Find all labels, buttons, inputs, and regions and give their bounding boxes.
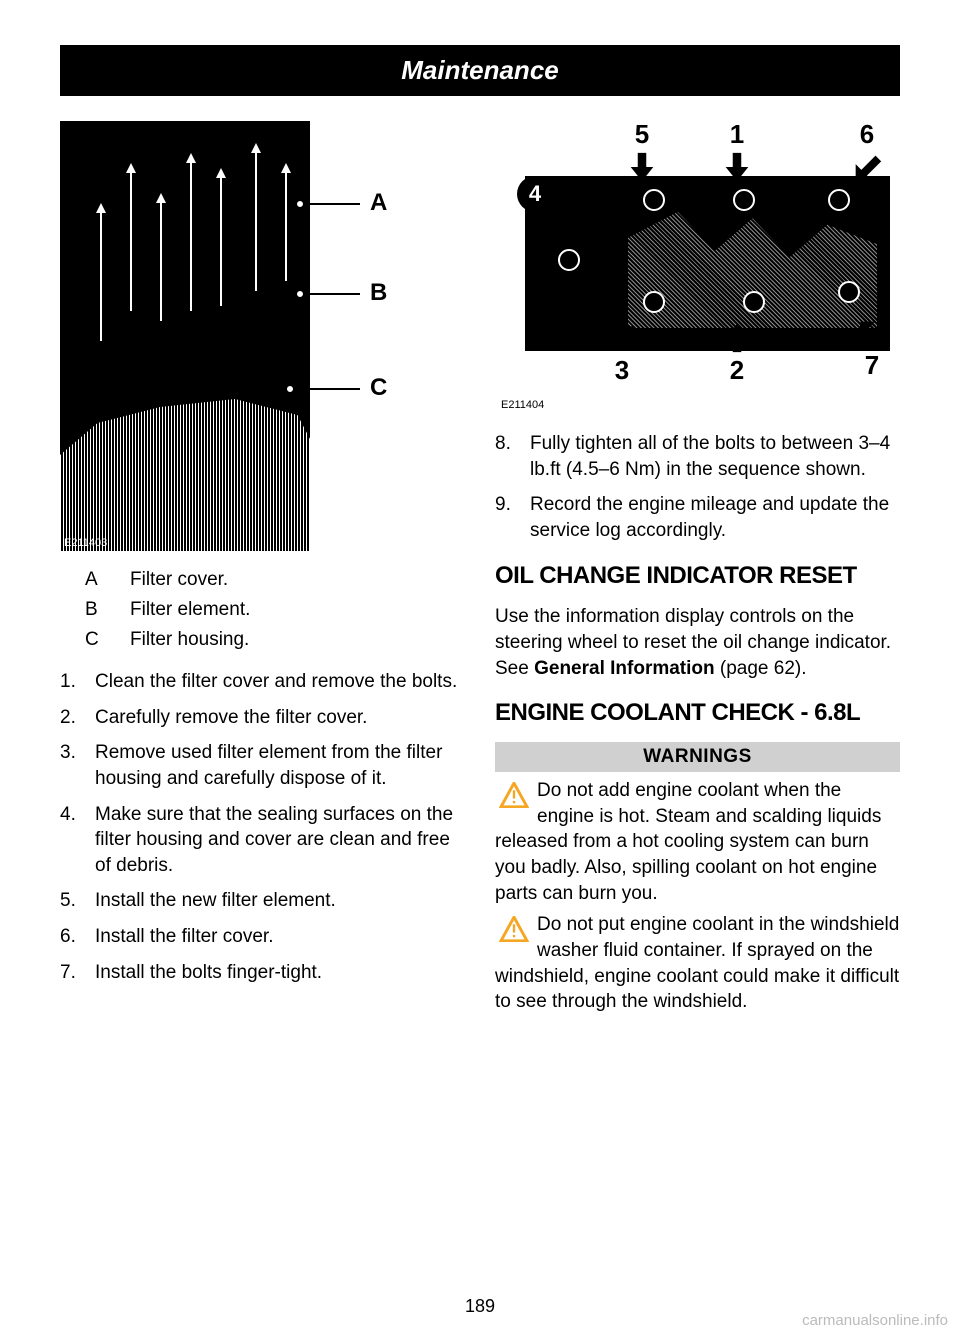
section-heading-coolant: ENGINE COOLANT CHECK - 6.8L: [495, 699, 900, 728]
sequence-2: 2: [720, 321, 754, 386]
page: Maintenance E211403 A: [0, 0, 960, 1337]
step-item: Install the bolts finger-tight.: [60, 960, 465, 986]
arrow-icon: [190, 161, 192, 311]
sequence-6: 6: [850, 119, 884, 184]
sequence-number: 5: [635, 119, 649, 150]
content-columns: E211403 A B C A Filter cover.: [60, 121, 900, 1276]
bolt-icon: [643, 291, 665, 313]
legend-value: Filter cover.: [130, 569, 228, 591]
step-item: Install the new filter element.: [60, 888, 465, 914]
step-item: Make sure that the sealing surfaces on t…: [60, 802, 465, 879]
callout-line: [295, 388, 360, 390]
bolt-icon: [838, 281, 860, 303]
watermark: carmanualsonline.info: [802, 1312, 948, 1329]
legend-key: A: [85, 569, 130, 591]
arrow-icon: [220, 176, 222, 306]
sequence-number: 1: [730, 119, 744, 150]
callout-line: [305, 203, 360, 205]
warning-triangle-icon: [499, 916, 529, 942]
page-number: 189: [60, 1296, 900, 1317]
figure-bolt-sequence: 1 5 6 4 3: [495, 121, 895, 411]
warning-text: Do not put engine coolant in the windshi…: [495, 914, 899, 1012]
arrow-icon: [255, 151, 257, 291]
callout-b-label: B: [370, 279, 387, 307]
step-item: Clean the filter cover and remove the bo…: [60, 669, 465, 695]
sequence-1: 1: [720, 119, 754, 184]
step-item: Remove used filter element from the filt…: [60, 740, 465, 791]
figure1-caption: E211403: [64, 537, 107, 549]
arrow-down-icon: [525, 216, 555, 246]
arrow-icon: [130, 171, 132, 311]
callout-dot: [285, 384, 295, 394]
callout-dot: [295, 289, 305, 299]
sequence-7: 7: [855, 316, 889, 381]
arrow-down-icon: [720, 150, 754, 184]
sequence-number: 7: [865, 350, 879, 381]
sequence-number: 2: [730, 355, 744, 386]
sequence-number: 6: [860, 119, 874, 150]
filter-housing-graphic: [60, 391, 310, 551]
procedure-steps-left: Clean the filter cover and remove the bo…: [60, 669, 465, 985]
section1-text-bold: General Information: [534, 658, 715, 679]
step-item: Fully tighten all of the bolts to betwee…: [495, 431, 900, 482]
arrow-up-right-icon: [605, 321, 639, 355]
sequence-number: 3: [615, 355, 629, 386]
legend-row: A Filter cover.: [85, 569, 465, 591]
warnings-header: WARNINGS: [495, 742, 900, 772]
arrow-icon: [160, 201, 162, 321]
legend-key: B: [85, 599, 130, 621]
header-title: Maintenance: [60, 45, 900, 96]
legend-row: B Filter element.: [85, 599, 465, 621]
legend-value: Filter element.: [130, 599, 250, 621]
arrow-up-icon: [720, 321, 754, 355]
right-column: 1 5 6 4 3: [495, 121, 900, 1276]
legend-key: C: [85, 629, 130, 651]
figure1-image: E211403: [60, 121, 310, 551]
warning-text: Do not add engine coolant when the engin…: [495, 780, 881, 904]
arrow-up-left-icon: [855, 316, 889, 350]
step-item: Install the filter cover.: [60, 924, 465, 950]
figure2-caption: E211404: [501, 399, 544, 411]
warning-item: Do not put engine coolant in the windshi…: [495, 912, 900, 1015]
bolt-icon: [558, 249, 580, 271]
section-heading-oil: OIL CHANGE INDICATOR RESET: [495, 562, 900, 591]
section1-body: Use the information display controls on …: [495, 604, 900, 681]
callout-dot: [295, 199, 305, 209]
legend-row: C Filter housing.: [85, 629, 465, 651]
legend-value: Filter housing.: [130, 629, 249, 651]
warning-item: Do not add engine coolant when the engin…: [495, 778, 900, 906]
callout-line: [305, 293, 360, 295]
procedure-steps-right: Fully tighten all of the bolts to betwee…: [495, 431, 900, 544]
sequence-4-circle: 4: [517, 176, 553, 212]
step-item: Carefully remove the filter cover.: [60, 705, 465, 731]
left-column: E211403 A B C A Filter cover.: [60, 121, 465, 1276]
warning-triangle-icon: [499, 782, 529, 808]
step-item: Record the engine mileage and update the…: [495, 492, 900, 543]
arrow-icon: [285, 171, 287, 281]
arrow-down-icon: [625, 150, 659, 184]
figure-legend: A Filter cover. B Filter element. C Filt…: [85, 569, 465, 651]
figure-filter-assembly: E211403 A B C: [60, 121, 400, 551]
bolt-icon: [743, 291, 765, 313]
sequence-3: 3: [605, 321, 639, 386]
bolt-icon: [828, 189, 850, 211]
figure2-frame: [525, 176, 890, 351]
arrow-down-left-icon: [850, 150, 884, 184]
section1-text-post: (page 62).: [715, 658, 807, 679]
callout-a-label: A: [370, 189, 387, 217]
sequence-5: 5: [625, 119, 659, 184]
callout-c-label: C: [370, 374, 387, 402]
bolt-icon: [733, 189, 755, 211]
arrow-icon: [100, 211, 102, 341]
bolt-icon: [643, 189, 665, 211]
